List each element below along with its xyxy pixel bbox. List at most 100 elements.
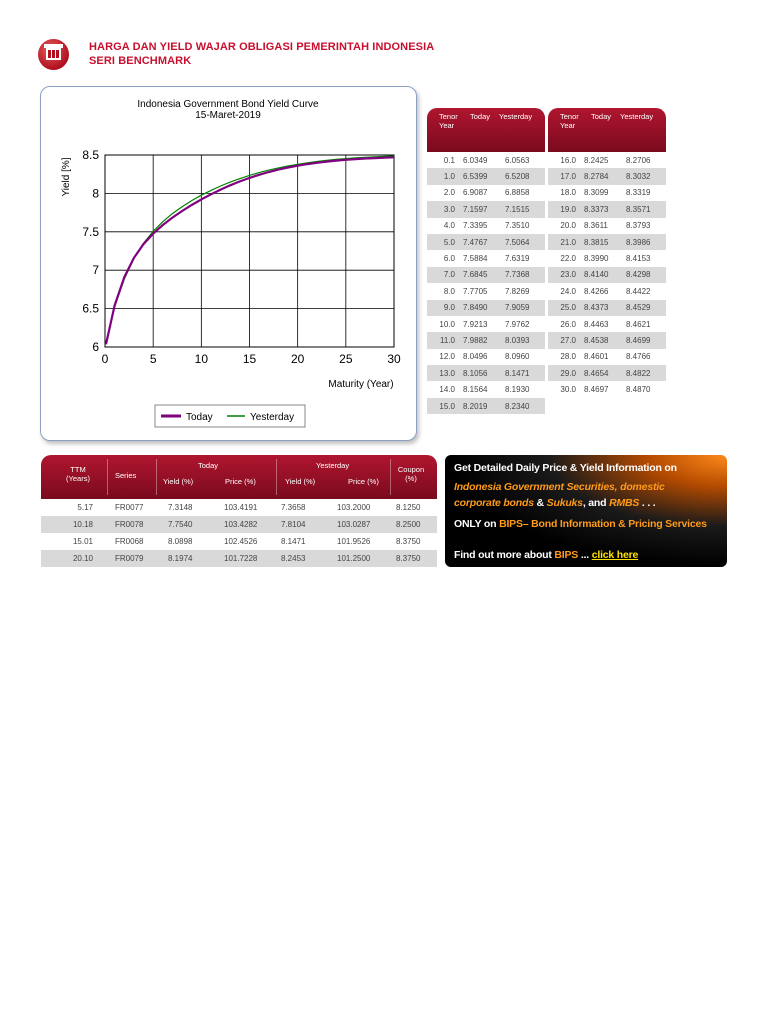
today-cell: 7.5884: [463, 254, 488, 264]
banner-line4: ONLY on BIPS– Bond Information & Pricing…: [454, 518, 707, 530]
today-cell: 8.2019: [463, 401, 488, 411]
tenor-cell: 26.0: [560, 319, 576, 329]
yesterday-cell: 6.0563: [505, 155, 530, 165]
y-axis-label: Yield [%]: [61, 157, 72, 196]
today-cell: 8.4697: [584, 385, 609, 395]
tenor-cell: 10.0: [439, 319, 455, 329]
yesterday-cell: 7.3510: [505, 221, 530, 231]
tenor-cell: 16.0: [560, 155, 576, 165]
y-tick-label: 8.5: [82, 148, 99, 162]
table-row: 13.0 8.1056 8.1471: [427, 365, 545, 382]
header-today: Today: [470, 112, 491, 121]
tenor-cell: 5.0: [443, 237, 455, 247]
header-yesterday-group: Yesterday: [316, 461, 350, 470]
today-cell: 7.9882: [463, 335, 488, 345]
series-cell: FR0077: [115, 503, 144, 512]
tenor-cell: 17.0: [560, 172, 576, 182]
banner-and: , and: [582, 497, 610, 509]
benchmark-table-header: TTM (Years) Series Today Yesterday Yield…: [41, 455, 437, 499]
tenor-cell: 8.0: [443, 286, 455, 296]
today-cell: 8.4538: [584, 335, 609, 345]
y-tick-label: 7.5: [82, 225, 99, 239]
table-row: 28.0 8.4601 8.4766: [548, 349, 666, 365]
header-today-yield: Yield (%): [163, 477, 194, 486]
banner-bips-name: BIPS: [499, 518, 523, 530]
yesterday-cell: 8.3319: [626, 188, 651, 198]
tenor-cell: 30.0: [560, 385, 576, 395]
yesterday-cell: 7.7368: [505, 270, 530, 280]
today-cell: 7.3395: [463, 221, 488, 231]
table-row: 10.18 FR0078 7.7540 103.4282 7.8104 103.0287 8…: [41, 516, 437, 533]
tenor-table-right: Tenor Year Today Yesterday 16.0 8.2425 8.2…: [548, 108, 666, 398]
banner-find-out: Find out more about: [454, 549, 555, 561]
yesterday-price-cell: 103.2000: [337, 503, 371, 512]
tenor-cell: 22.0: [560, 254, 576, 264]
banner-line1: Get Detailed Daily Price & Yield Informa…: [454, 462, 677, 474]
table-row: 20.0 8.3611 8.3793: [548, 218, 666, 234]
table-row: 19.0 8.3373 8.3571: [548, 201, 666, 218]
today-cell: 8.3990: [584, 254, 609, 264]
banner-line3: corporate bonds & Sukuks, and RMBS . . .: [454, 497, 656, 509]
today-cell: 8.3373: [584, 204, 609, 214]
y-tick-label: 6: [92, 340, 99, 354]
today-cell: 7.9213: [463, 319, 488, 329]
series-line-yesterday: [105, 155, 395, 343]
x-tick-label: 10: [195, 352, 209, 366]
tenor-cell: 20.0: [560, 221, 576, 231]
yesterday-cell: 8.4822: [626, 368, 651, 378]
today-cell: 8.0496: [463, 352, 488, 362]
bank-building-icon: [38, 39, 69, 70]
table-row: 12.0 8.0496 8.0960: [427, 349, 545, 365]
banner-rmbs: RMBS: [609, 497, 640, 509]
banner-amp: &: [533, 497, 547, 509]
yesterday-cell: 7.9059: [505, 303, 530, 313]
today-cell: 8.4463: [584, 319, 609, 329]
yesterday-cell: 8.3571: [626, 204, 651, 214]
yesterday-cell: 6.8858: [505, 188, 530, 198]
banner-bips-name-2: BIPS: [554, 549, 579, 561]
tenor-cell: 12.0: [439, 352, 455, 362]
today-cell: 8.3099: [584, 188, 609, 198]
today-cell: 7.8490: [463, 303, 488, 313]
ttm-cell: 15.01: [72, 537, 93, 546]
ttm-cell: 20.10: [72, 554, 93, 563]
table-row: 17.0 8.2784 8.3032: [548, 168, 666, 185]
yesterday-cell: 8.4766: [626, 352, 651, 362]
legend-label-today: Today: [186, 412, 213, 423]
yield-curve-chart: Indonesia Government Bond Yield Curve 15-…: [40, 86, 417, 441]
today-cell: 7.4767: [463, 237, 488, 247]
header-series: Series: [115, 471, 137, 480]
yesterday-cell: 8.2340: [505, 401, 530, 411]
tenor-cell: 0.1: [443, 155, 455, 165]
table-row: 6.0 7.5884 7.6319: [427, 250, 545, 266]
x-tick-label: 0: [102, 352, 109, 366]
bips-promo-banner[interactable]: Get Detailed Daily Price & Yield Informa…: [445, 455, 727, 567]
tenor-table-header: Tenor Year Today Yesterday: [427, 108, 545, 152]
today-cell: 8.2425: [584, 155, 609, 165]
table-row: 4.0 7.3395 7.3510: [427, 218, 545, 234]
tenor-cell: 18.0: [560, 188, 576, 198]
today-cell: 8.2784: [584, 172, 609, 182]
tenor-cell: 6.0: [443, 254, 455, 264]
table-row: 5.0 7.4767 7.5064: [427, 233, 545, 251]
today-cell: 8.3815: [584, 237, 609, 247]
today-cell: 8.4373: [584, 303, 609, 313]
tenor-cell: 14.0: [439, 385, 455, 395]
tenor-cell: 23.0: [560, 270, 576, 280]
today-cell: 7.6845: [463, 270, 488, 280]
header-yesterday-yield: Yield (%): [285, 477, 316, 486]
click-here-link[interactable]: click here: [591, 549, 639, 561]
table-row: 21.0 8.3815 8.3986: [548, 233, 666, 251]
tenor-table-left: Tenor Year Today Yesterday 0.1 6.0349 6.05…: [427, 108, 545, 415]
table-row: 3.0 7.1597 7.1515: [427, 201, 545, 218]
today-cell: 8.1564: [463, 385, 488, 395]
yesterday-cell: 8.4422: [626, 286, 651, 296]
yesterday-yield-cell: 8.2453: [281, 554, 306, 563]
yesterday-cell: 8.3986: [626, 237, 651, 247]
table-row: 30.0 8.4697 8.4870: [548, 381, 666, 397]
column-separator: [276, 459, 277, 495]
table-row: 11.0 7.9882 8.0393: [427, 332, 545, 349]
yesterday-cell: 7.1515: [505, 204, 530, 214]
table-row: 22.0 8.3990 8.4153: [548, 250, 666, 266]
header-coupon: Coupon (%): [397, 465, 425, 483]
